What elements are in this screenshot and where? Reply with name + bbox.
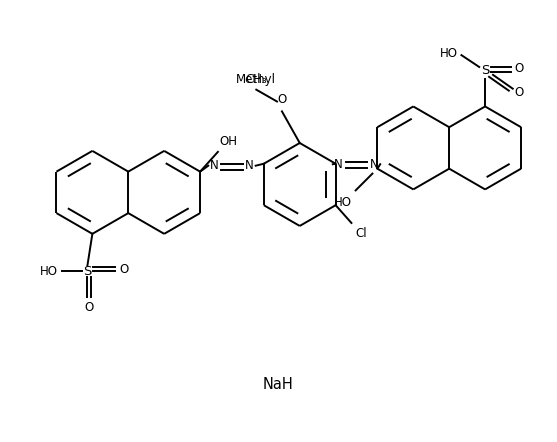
Text: O: O [85,301,94,314]
Text: CH₃: CH₃ [246,73,267,86]
Text: O: O [515,86,524,99]
Text: O: O [515,62,524,76]
Text: Methyl: Methyl [236,73,276,86]
Text: HO: HO [334,196,351,210]
Text: S: S [481,65,489,77]
Text: N: N [246,159,254,172]
Text: O: O [277,93,287,107]
Text: N: N [210,159,218,172]
Text: OH: OH [220,135,238,148]
Text: HO: HO [40,265,58,278]
Text: N: N [334,158,343,171]
Text: HO: HO [439,47,457,60]
Text: O: O [119,263,128,276]
Text: Cl: Cl [355,227,367,240]
Text: N: N [370,158,379,171]
Text: S: S [83,265,91,278]
Text: NaH: NaH [263,377,294,392]
